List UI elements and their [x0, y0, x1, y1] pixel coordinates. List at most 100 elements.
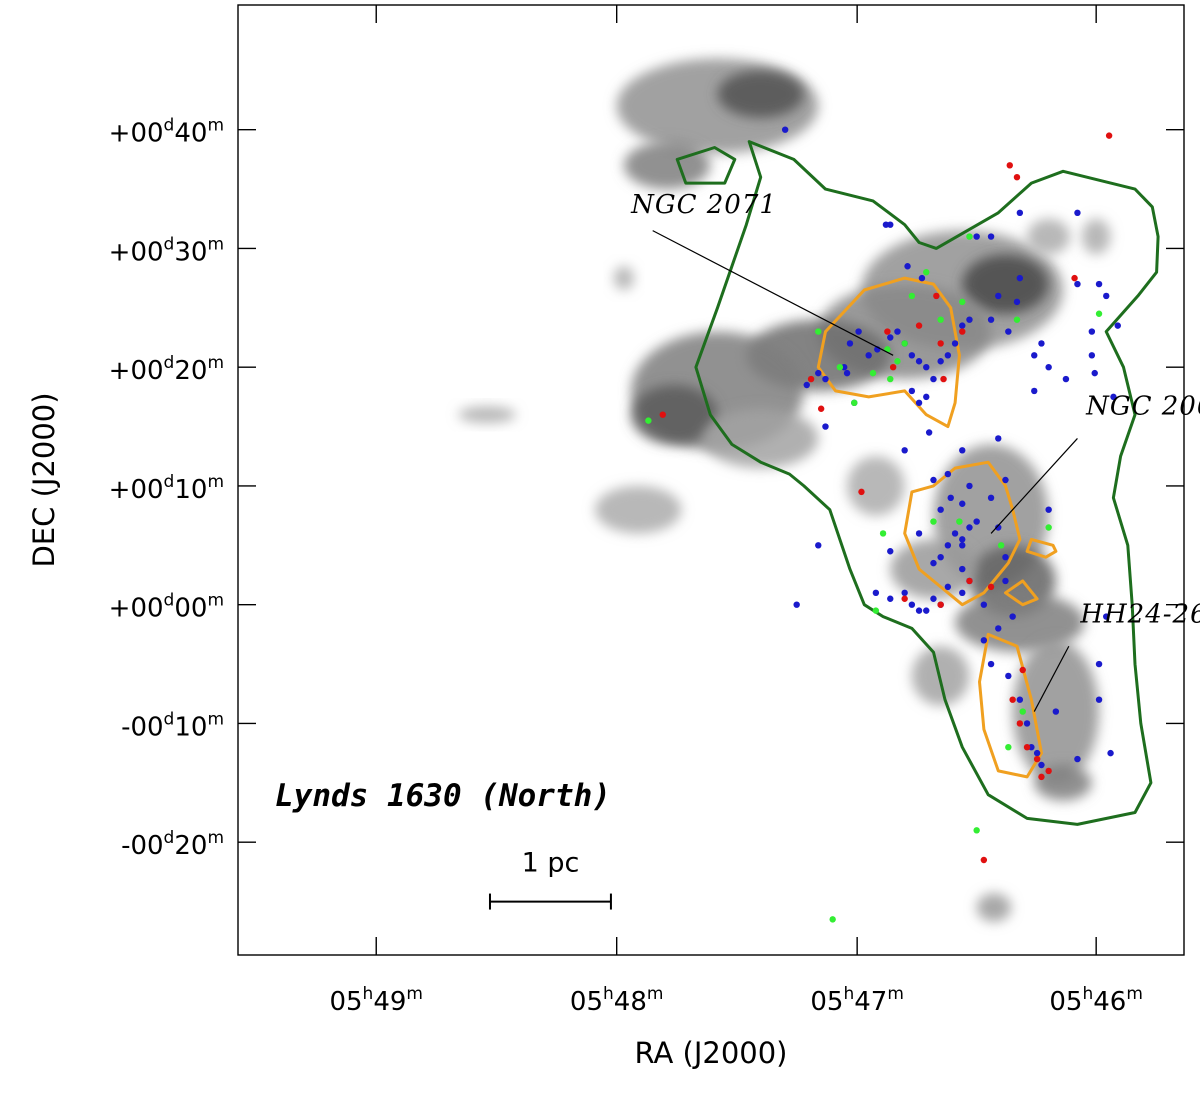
data-point	[951, 340, 959, 347]
data-point	[937, 316, 944, 323]
data-point	[882, 221, 890, 228]
data-point	[846, 340, 854, 347]
data-point	[923, 393, 930, 401]
data-point	[995, 524, 1002, 531]
y-tick-label: -00d10m	[121, 709, 224, 742]
data-point	[959, 542, 966, 549]
data-point	[966, 524, 973, 531]
annotation-label: NGC 2071	[630, 190, 777, 220]
data-point	[944, 352, 952, 359]
data-point	[1006, 162, 1013, 169]
data-point	[1033, 749, 1041, 757]
extinction-blob	[1034, 765, 1092, 801]
data-point	[908, 601, 916, 608]
data-point	[1103, 292, 1110, 300]
data-point	[1038, 773, 1045, 781]
data-point	[997, 542, 1005, 549]
axes: 05h49m05h48m05h47m05h46m05h45m+00d40m+00…	[109, 5, 1184, 1017]
orange-contour	[1025, 537, 1058, 559]
data-point	[887, 595, 894, 602]
data-point	[904, 263, 911, 270]
y-tick-label: +00d40m	[109, 116, 224, 149]
data-point	[1031, 387, 1038, 395]
data-point	[1016, 696, 1024, 703]
data-point	[887, 548, 894, 555]
data-point	[1002, 476, 1009, 484]
data-point	[930, 375, 937, 383]
y-tick-label: +00d10m	[109, 472, 224, 505]
data-point	[987, 660, 995, 668]
data-point	[843, 369, 851, 377]
data-point	[1009, 696, 1016, 703]
data-point	[901, 589, 908, 597]
x-tick-label: 05h47m	[810, 984, 904, 1017]
data-point	[937, 553, 944, 561]
data-point	[951, 530, 959, 537]
data-point	[894, 328, 901, 335]
data-point	[1005, 743, 1012, 751]
data-point	[956, 518, 963, 525]
data-point	[1045, 524, 1052, 531]
data-point	[915, 607, 923, 614]
data-point	[872, 607, 880, 614]
data-point	[1114, 322, 1121, 329]
data-point	[1016, 209, 1024, 217]
data-point	[1088, 352, 1096, 359]
data-point	[1005, 672, 1012, 680]
data-point	[959, 328, 966, 335]
contours	[675, 140, 1160, 826]
plot-frame	[237, 4, 1185, 956]
extinction-blob	[847, 456, 905, 516]
data-point	[1031, 352, 1038, 359]
data-point	[908, 387, 916, 395]
data-point	[995, 292, 1002, 300]
data-point	[872, 589, 880, 597]
data-point	[940, 375, 947, 383]
yso-points	[645, 126, 1121, 923]
extinction-map	[458, 58, 1111, 922]
annotation-line	[990, 438, 1078, 534]
data-point	[966, 577, 973, 585]
extinction-blob	[1027, 218, 1071, 255]
data-point	[901, 340, 908, 347]
data-point	[884, 328, 891, 335]
data-point	[966, 482, 973, 490]
data-point	[869, 369, 877, 377]
data-point	[987, 583, 995, 591]
data-point	[995, 435, 1002, 442]
extinction-blob	[976, 893, 1012, 922]
data-point	[925, 429, 933, 436]
data-point	[930, 595, 937, 602]
data-point	[923, 607, 930, 614]
orange-contour	[903, 460, 1022, 607]
data-point	[944, 470, 952, 478]
data-point	[889, 363, 897, 371]
region-title: Lynds 1630 (North)	[275, 778, 611, 814]
data-point	[947, 494, 954, 502]
data-point	[966, 233, 973, 240]
annotation-label: NGC 2068	[1085, 392, 1200, 422]
data-point	[987, 316, 995, 323]
data-point	[815, 328, 822, 335]
data-point	[1002, 577, 1009, 585]
data-point	[959, 589, 966, 597]
data-point	[829, 916, 836, 923]
data-point	[1062, 375, 1070, 383]
data-point	[1033, 755, 1041, 763]
green-contour	[694, 140, 1160, 826]
data-point	[1091, 369, 1098, 377]
extinction-blob	[458, 406, 516, 423]
data-point	[959, 298, 966, 306]
data-point	[1052, 708, 1060, 715]
extinction-blob	[613, 266, 634, 290]
data-point	[1074, 280, 1081, 288]
data-point	[1095, 280, 1103, 288]
data-point	[879, 530, 887, 537]
y-tick-label: +00d20m	[109, 353, 224, 386]
data-point	[1095, 696, 1103, 703]
data-point	[980, 637, 988, 644]
data-point	[1045, 506, 1052, 513]
annotation-line	[652, 230, 894, 356]
data-point	[822, 423, 829, 430]
data-point	[1023, 720, 1031, 727]
